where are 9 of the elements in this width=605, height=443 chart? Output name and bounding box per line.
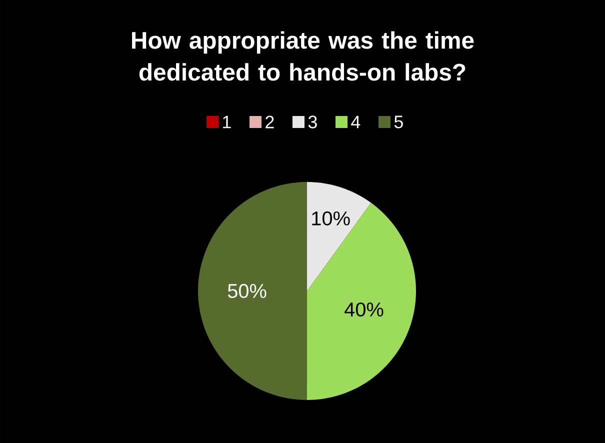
data-label: 50% <box>228 284 266 298</box>
chart-title: How appropriate was the time dedicated to hands-on labs? <box>132 31 474 81</box>
data-label: 10% <box>312 211 350 226</box>
legend-label: 2 <box>266 116 274 128</box>
legend-label: 3 <box>308 116 317 128</box>
legend-label: 4 <box>351 116 360 128</box>
legend-label: 1 <box>223 116 231 128</box>
legend-label: 5 <box>394 116 403 128</box>
data-label: 40% <box>344 302 384 317</box>
